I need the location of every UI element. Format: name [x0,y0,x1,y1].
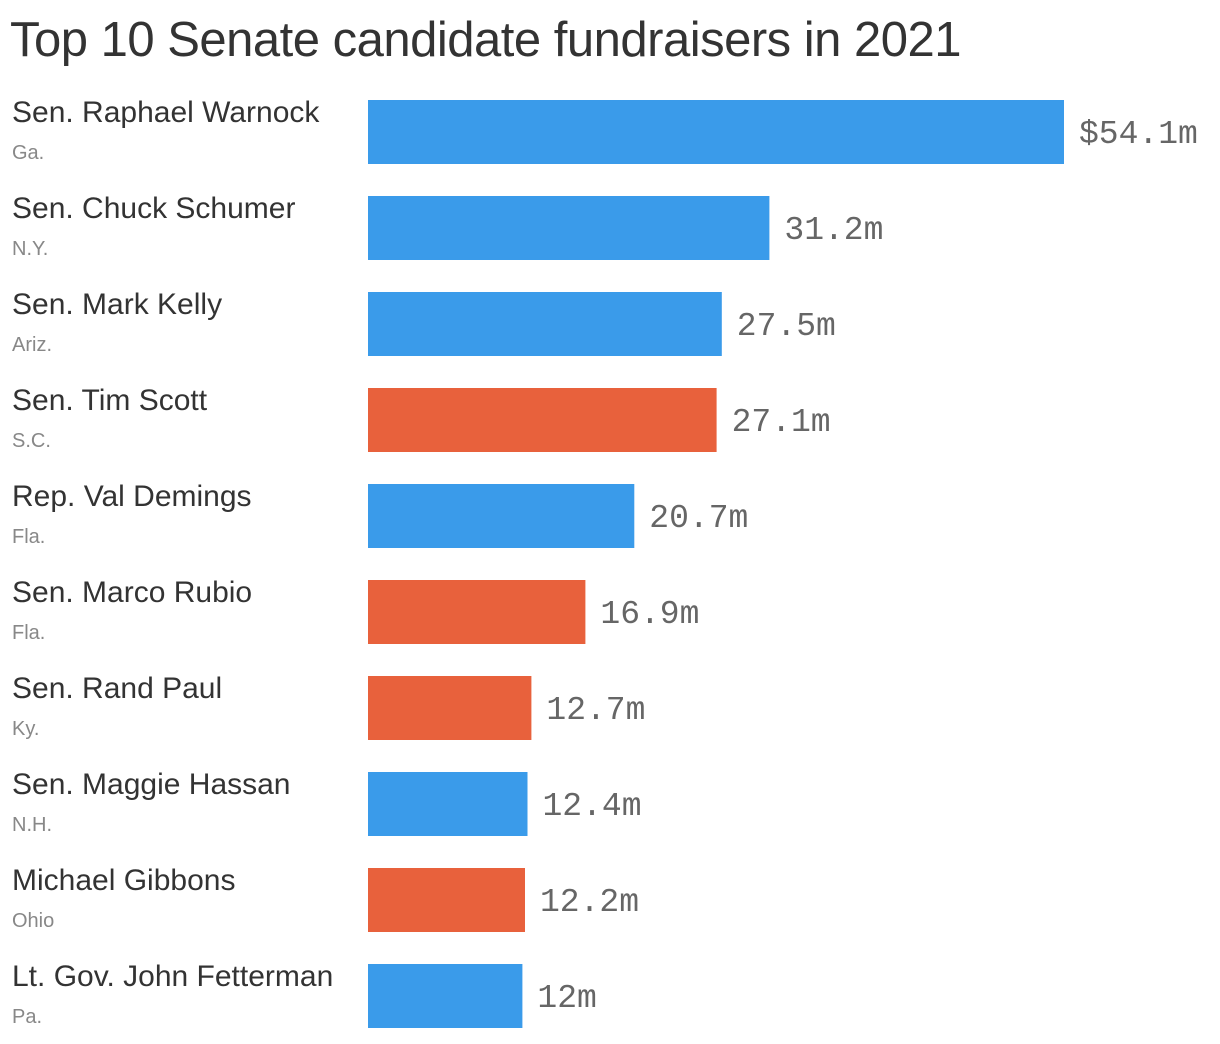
candidate-name-label: Lt. Gov. John Fetterman [12,960,333,993]
fundraising-value-label: 12.4m [543,788,642,825]
candidate-state-label: Pa. [12,1006,42,1028]
candidate-state-label: Fla. [12,622,45,644]
candidate-name-label: Rep. Val Demings [12,480,252,513]
fundraising-value-label: 12m [537,980,596,1017]
candidate-name-label: Sen. Rand Paul [12,672,222,705]
candidate-state-label: N.Y. [12,238,48,260]
candidate-state-label: Ky. [12,718,39,740]
fundraising-value-label: $54.1m [1079,116,1198,153]
candidate-state-label: Ariz. [12,334,52,356]
candidate-state-label: Fla. [12,526,45,548]
candidate-name-label: Sen. Raphael Warnock [12,96,320,129]
fundraising-value-label: 20.7m [649,500,748,537]
candidate-state-label: N.H. [12,814,52,836]
candidate-state-label: S.C. [12,430,51,452]
candidate-name-label: Sen. Maggie Hassan [12,768,291,801]
candidate-name-label: Sen. Marco Rubio [12,576,252,609]
fundraising-value-label: 12.2m [540,884,639,921]
fundraising-bar [368,292,722,356]
candidate-state-label: Ga. [12,142,44,164]
candidate-name-label: Sen. Chuck Schumer [12,192,295,225]
fundraising-bar [368,100,1064,164]
fundraising-bar [368,772,528,836]
candidate-name-label: Michael Gibbons [12,864,235,897]
chart-title: Top 10 Senate candidate fundraisers in 2… [10,13,962,67]
fundraising-bar [368,868,525,932]
fundraising-value-label: 16.9m [600,596,699,633]
fundraising-value-label: 27.5m [737,308,836,345]
fundraising-value-label: 12.7m [546,692,645,729]
fundraising-bar [368,196,770,260]
fundraising-value-label: 27.1m [732,404,831,441]
fundraising-bar [368,484,635,548]
fundraising-value-label: 31.2m [784,212,883,249]
fundraising-bar [368,388,717,452]
candidate-state-label: Ohio [12,910,54,932]
fundraising-bar [368,580,586,644]
fundraising-bar [368,964,523,1028]
candidate-name-label: Sen. Mark Kelly [12,288,222,321]
fundraising-bar [368,676,532,740]
candidate-name-label: Sen. Tim Scott [12,384,208,417]
